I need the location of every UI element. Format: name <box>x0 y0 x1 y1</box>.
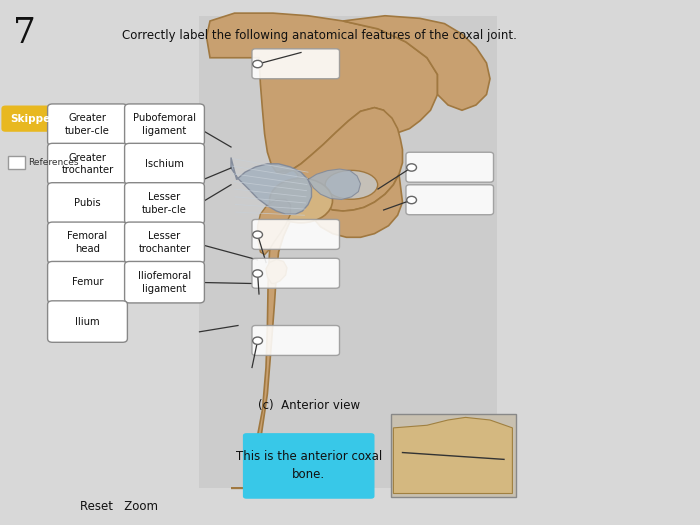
FancyBboxPatch shape <box>48 301 127 342</box>
Text: Iliofemoral
ligament: Iliofemoral ligament <box>138 271 191 293</box>
Text: Greater
trochanter: Greater trochanter <box>62 153 113 175</box>
Text: Lesser
tuber­cle: Lesser tuber­cle <box>142 192 187 215</box>
Text: This is the anterior coxal
bone.: This is the anterior coxal bone. <box>236 450 382 481</box>
FancyBboxPatch shape <box>125 261 204 303</box>
FancyBboxPatch shape <box>252 49 340 79</box>
Text: Correctly label the following anatomical features of the coxal joint.: Correctly label the following anatomical… <box>122 29 517 42</box>
Ellipse shape <box>325 170 378 200</box>
Text: Greater
tuber­cle: Greater tuber­cle <box>65 113 110 136</box>
Circle shape <box>253 60 262 68</box>
Polygon shape <box>258 200 290 255</box>
FancyBboxPatch shape <box>125 104 204 145</box>
FancyBboxPatch shape <box>391 414 516 497</box>
Circle shape <box>253 231 262 238</box>
FancyBboxPatch shape <box>48 261 127 303</box>
Polygon shape <box>308 169 360 200</box>
Text: Femur: Femur <box>71 277 104 287</box>
FancyBboxPatch shape <box>406 152 494 182</box>
Polygon shape <box>304 174 402 237</box>
Text: References: References <box>28 158 78 167</box>
FancyBboxPatch shape <box>48 222 127 264</box>
Polygon shape <box>231 220 290 488</box>
Text: (c)  Anterior view: (c) Anterior view <box>258 399 360 412</box>
FancyBboxPatch shape <box>199 16 497 488</box>
FancyBboxPatch shape <box>8 156 25 169</box>
FancyBboxPatch shape <box>1 106 67 132</box>
Polygon shape <box>231 158 312 214</box>
Text: 7: 7 <box>13 16 36 50</box>
Text: Skipped: Skipped <box>10 113 58 124</box>
Text: Reset   Zoom: Reset Zoom <box>80 500 158 513</box>
Polygon shape <box>206 13 438 174</box>
FancyBboxPatch shape <box>252 326 340 355</box>
Polygon shape <box>276 108 402 211</box>
Polygon shape <box>343 16 490 110</box>
Circle shape <box>407 164 416 171</box>
FancyBboxPatch shape <box>125 183 204 224</box>
Text: Femoral
head: Femoral head <box>67 232 108 254</box>
FancyBboxPatch shape <box>48 104 127 145</box>
FancyBboxPatch shape <box>252 219 340 249</box>
FancyBboxPatch shape <box>48 143 127 185</box>
Polygon shape <box>266 259 287 284</box>
FancyBboxPatch shape <box>252 258 340 288</box>
FancyBboxPatch shape <box>125 222 204 264</box>
Polygon shape <box>393 417 512 493</box>
Circle shape <box>253 337 262 344</box>
Text: Lesser
trochanter: Lesser trochanter <box>139 232 190 254</box>
Text: Pubofemoral
ligament: Pubofemoral ligament <box>133 113 196 136</box>
Text: Ilium: Ilium <box>75 317 100 327</box>
FancyBboxPatch shape <box>406 185 494 215</box>
Text: Pubis: Pubis <box>74 198 101 208</box>
FancyBboxPatch shape <box>243 433 374 499</box>
Ellipse shape <box>270 178 332 223</box>
FancyBboxPatch shape <box>125 143 204 185</box>
Circle shape <box>407 196 416 204</box>
FancyBboxPatch shape <box>48 183 127 224</box>
Text: Ischium: Ischium <box>145 159 184 169</box>
Circle shape <box>253 270 262 277</box>
